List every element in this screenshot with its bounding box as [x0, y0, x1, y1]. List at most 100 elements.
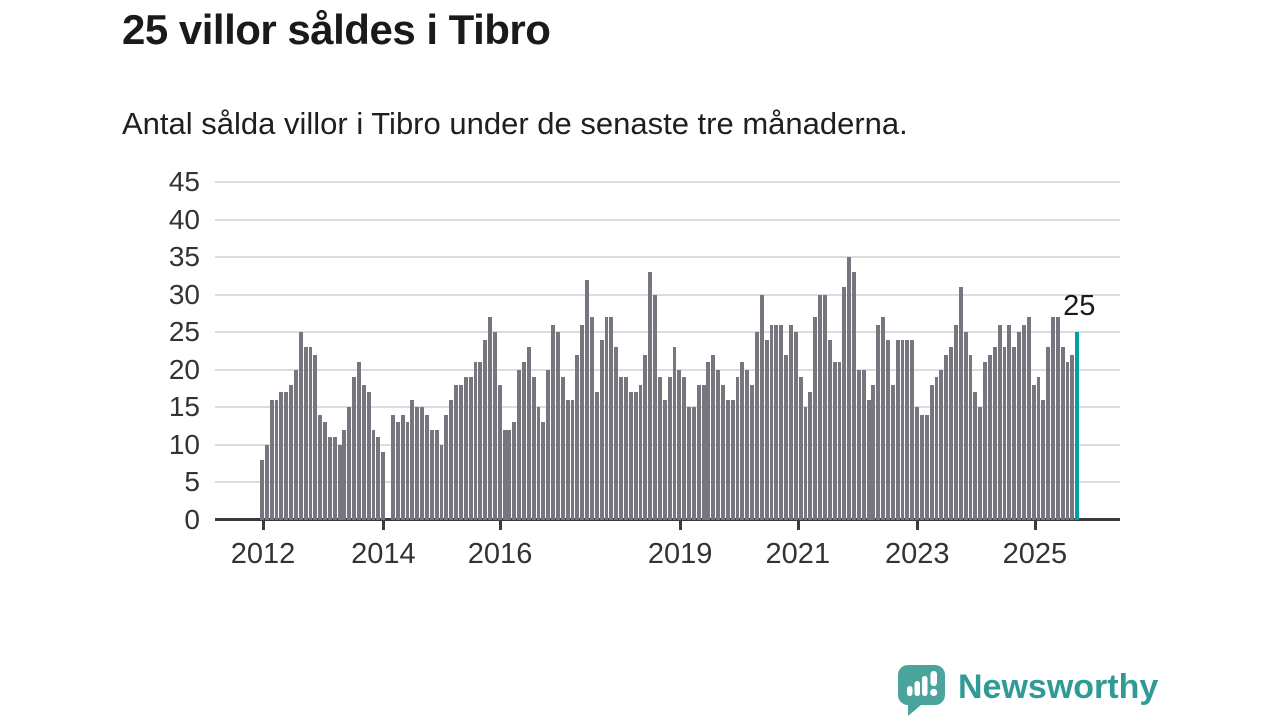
bar	[604, 317, 609, 520]
bar	[483, 339, 488, 520]
bar	[313, 354, 318, 520]
x-tick-label: 2016	[467, 538, 533, 570]
bar	[910, 339, 915, 520]
bar	[716, 369, 721, 520]
bar	[298, 332, 303, 520]
bar	[551, 324, 556, 520]
y-tick-label: 10	[168, 428, 200, 460]
bar	[881, 317, 886, 520]
bar	[420, 407, 424, 520]
bar	[1060, 347, 1065, 520]
bar	[832, 362, 837, 520]
bar	[1026, 317, 1031, 520]
bar	[939, 369, 944, 520]
x-tick-mark	[1033, 521, 1037, 530]
bar	[827, 339, 832, 520]
y-tick-label: 5	[184, 466, 200, 498]
bar	[366, 392, 371, 520]
bar	[284, 392, 289, 520]
x-axis-line	[215, 518, 1120, 521]
x-tick-label: 2019	[647, 538, 713, 570]
bar	[798, 377, 803, 520]
bar	[308, 347, 313, 520]
bar	[725, 399, 730, 520]
bar	[657, 377, 662, 520]
plot-area	[215, 181, 1120, 521]
bar	[594, 392, 599, 520]
bar	[575, 354, 580, 520]
bar	[842, 287, 847, 520]
x-tick-label: 2023	[885, 538, 950, 570]
bar	[565, 399, 570, 520]
bar	[818, 294, 822, 520]
bar	[1046, 347, 1051, 520]
bar	[997, 324, 1002, 520]
bar	[900, 339, 905, 520]
bar	[803, 407, 808, 520]
bar	[585, 279, 590, 520]
bar	[410, 399, 415, 520]
bar	[915, 407, 920, 520]
newsworthy-logo-text: Newsworthy	[958, 668, 1159, 706]
bar	[934, 377, 939, 520]
x-tick-mark	[382, 521, 386, 530]
bar	[643, 354, 648, 520]
bar	[973, 392, 978, 520]
bar	[701, 384, 706, 520]
page-title: 25 villor såldes i Tibro	[122, 6, 551, 53]
bar	[687, 407, 691, 520]
bar	[303, 347, 308, 520]
bar	[318, 414, 323, 520]
bar	[628, 392, 633, 520]
bar	[929, 384, 934, 520]
bar	[468, 377, 473, 520]
bar	[1012, 347, 1017, 520]
bar	[774, 324, 779, 520]
bar	[531, 377, 536, 520]
bar	[721, 384, 725, 520]
bar	[638, 384, 643, 520]
x-tick-mark	[679, 521, 683, 530]
bar	[856, 369, 861, 520]
gridline	[215, 331, 1120, 334]
page-subtitle: Antal sålda villor i Tibro under de sena…	[122, 106, 908, 141]
x-tick-label: 2014	[351, 538, 416, 570]
bar	[866, 399, 871, 520]
bar	[497, 384, 502, 520]
y-tick-label: 25	[168, 316, 200, 348]
bar	[512, 422, 517, 520]
bar	[293, 369, 298, 520]
bar	[871, 384, 876, 520]
y-tick-label: 35	[168, 241, 200, 273]
bar	[507, 429, 512, 520]
bar	[847, 257, 852, 520]
bar	[1017, 332, 1021, 520]
bar	[376, 437, 381, 520]
bar	[623, 377, 628, 520]
bar	[1055, 317, 1060, 520]
bar	[449, 399, 454, 520]
bar	[963, 332, 968, 520]
bar	[905, 339, 910, 520]
bar	[415, 407, 420, 520]
bar	[677, 369, 682, 520]
highlight-value-label: 25	[1063, 290, 1096, 323]
y-tick-label: 20	[168, 353, 200, 385]
bar	[750, 384, 755, 520]
bar	[987, 354, 992, 520]
bar	[264, 444, 269, 520]
bar	[342, 429, 347, 520]
bar	[953, 324, 958, 520]
bar	[347, 407, 352, 520]
bar	[837, 362, 842, 520]
bar	[332, 437, 337, 520]
gridline	[215, 293, 1120, 296]
bar	[944, 354, 949, 520]
gridline	[215, 181, 1120, 183]
bar	[463, 377, 468, 520]
bar	[580, 324, 585, 520]
bar	[570, 399, 575, 520]
x-tick-label: 2025	[1002, 538, 1068, 570]
bar	[735, 377, 740, 520]
